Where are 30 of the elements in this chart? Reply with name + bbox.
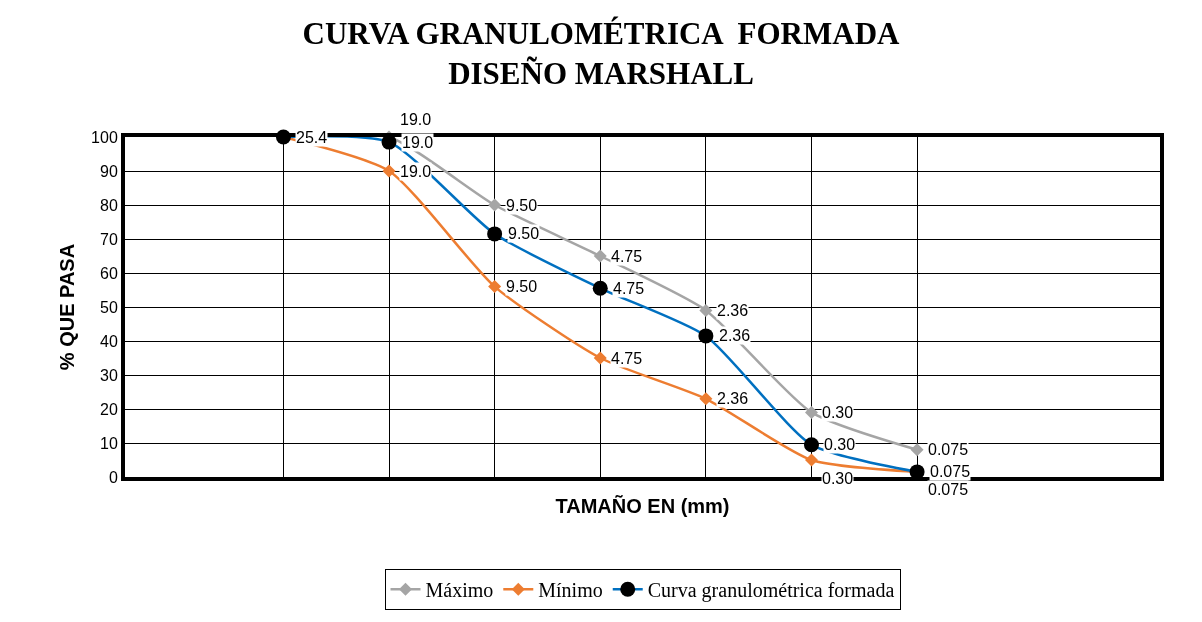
annotation: 4.75 [611, 248, 643, 265]
y-tick-label: 70 [100, 230, 118, 248]
annotation: 9.50 [506, 197, 538, 214]
annotation: 19.0 [400, 111, 432, 128]
y-tick-label: 0 [108, 468, 118, 486]
y-tick-label: 50 [100, 298, 118, 316]
annotation: 19.0 [400, 163, 432, 180]
y-tick-label: 10 [100, 434, 118, 452]
y-tick-label: 20 [100, 400, 118, 418]
y-tick-label: 80 [100, 196, 118, 214]
legend-label: Curva granulométrica formada [647, 579, 895, 603]
y-tick-label: 90 [100, 162, 118, 180]
annotation: 4.75 [611, 350, 643, 367]
chart-title: CURVA GRANULOMÉTRICA FORMADA DISEÑO MARSHALL [302, 15, 901, 91]
annotation: 2.36 [717, 302, 749, 319]
y-axis-title: % QUE PASA [56, 243, 79, 371]
x-axis-title: TAMAÑO EN (mm) [555, 495, 730, 517]
annotation: 2.36 [717, 390, 749, 407]
legend-label: Máximo [425, 579, 494, 602]
x-tick-label: 25.4 [296, 129, 328, 146]
annotation: 0.30 [822, 404, 854, 421]
annotation: 0.075 [928, 481, 969, 498]
annotation: 0.075 [928, 441, 969, 458]
y-tick-label: 100 [91, 128, 118, 146]
annotation: 0.30 [822, 470, 854, 487]
y-tick-label: 60 [100, 264, 118, 282]
y-tick-label: 40 [100, 332, 118, 350]
annotation: 9.50 [506, 278, 538, 295]
y-tick-label: 30 [100, 366, 118, 384]
legend-label: Mínimo [538, 579, 603, 602]
